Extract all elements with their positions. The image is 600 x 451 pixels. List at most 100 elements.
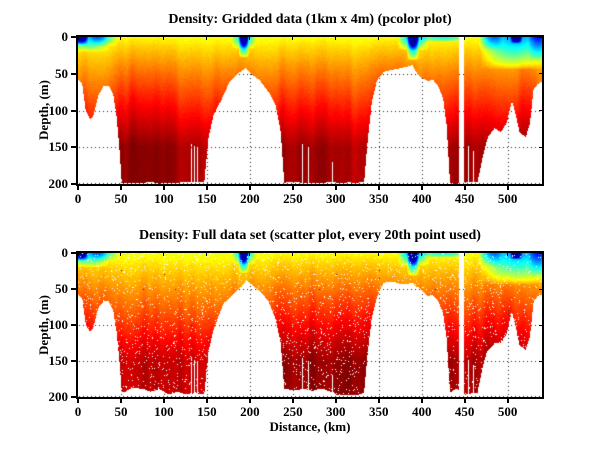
density-field-canvas-1 <box>78 37 542 184</box>
x-tick-label: 100 <box>154 191 174 206</box>
x-tick-mark <box>463 399 466 403</box>
y-tick-label: 200 <box>48 176 69 191</box>
subplot2-xlabel: Distance, (km) <box>269 419 351 434</box>
y-tick-mark <box>71 72 76 75</box>
x-tick-label: 350 <box>368 191 389 206</box>
y-tick-mark <box>71 109 76 112</box>
x-tick-mark <box>420 399 423 403</box>
x-tick-mark <box>506 399 509 403</box>
density-field-canvas-2 <box>78 253 542 397</box>
y-tick-label: 50 <box>55 65 68 81</box>
y-tick-mark <box>71 360 76 362</box>
y-tick-label: 100 <box>48 317 69 332</box>
y-tick-label: 150 <box>48 353 69 368</box>
x-tick-mark-top <box>464 37 466 40</box>
x-tick-mark <box>162 399 165 403</box>
x-tick-mark-top <box>292 253 294 256</box>
x-tick-label: 0 <box>74 404 82 419</box>
y-tick-mark-right <box>539 324 542 326</box>
x-tick-mark-top <box>507 37 509 40</box>
y-tick-mark <box>71 146 76 149</box>
y-tick-mark <box>71 183 76 185</box>
x-tick-mark <box>77 186 79 190</box>
y-tick-mark <box>71 288 76 290</box>
x-tick-mark-top <box>163 253 165 256</box>
y-tick-mark-right <box>539 36 542 38</box>
x-tick-mark-top <box>163 37 165 40</box>
y-tick-mark <box>71 324 76 326</box>
x-tick-mark <box>248 186 251 190</box>
x-tick-label: 300 <box>326 191 346 206</box>
y-tick-mark-right <box>539 110 542 111</box>
y-tick-mark-right <box>539 183 542 185</box>
x-tick-mark-top <box>77 253 79 256</box>
x-tick-label: 50 <box>114 404 128 419</box>
x-tick-mark-top <box>421 253 423 256</box>
y-tick-label: 0 <box>61 245 69 260</box>
x-tick-mark-top <box>292 37 294 40</box>
y-tick-mark-right <box>539 396 542 398</box>
x-tick-label: 150 <box>197 191 217 206</box>
x-tick-mark <box>377 186 380 190</box>
x-tick-label: 450 <box>454 404 475 419</box>
x-tick-mark-top <box>378 37 380 40</box>
x-tick-mark-top <box>378 253 380 256</box>
y-tick-mark-right <box>539 252 542 254</box>
x-tick-label: 300 <box>326 404 346 419</box>
x-tick-mark-top <box>120 37 122 40</box>
x-tick-mark <box>334 399 337 403</box>
x-tick-mark <box>77 399 79 403</box>
x-tick-label: 500 <box>497 404 518 419</box>
x-tick-mark <box>162 186 165 190</box>
x-tick-label: 150 <box>197 404 217 419</box>
x-tick-mark-top <box>120 253 122 256</box>
x-tick-mark <box>420 186 423 190</box>
y-tick-mark-right <box>539 73 542 75</box>
x-tick-label: 350 <box>368 404 389 419</box>
y-tick-label: 50 <box>55 281 68 296</box>
x-tick-mark-top <box>335 37 337 40</box>
x-tick-label: 250 <box>283 191 303 206</box>
x-tick-mark <box>377 399 380 403</box>
x-tick-mark-top <box>507 253 509 256</box>
x-tick-mark-top <box>249 37 251 40</box>
x-tick-label: 200 <box>240 191 260 206</box>
x-tick-mark-top <box>206 37 208 40</box>
x-tick-mark-top <box>464 253 466 256</box>
x-tick-mark-top <box>206 253 208 256</box>
x-tick-mark <box>463 186 466 190</box>
x-tick-mark <box>334 186 337 190</box>
y-tick-label: 150 <box>48 139 69 155</box>
x-tick-label: 200 <box>240 404 260 419</box>
x-tick-mark <box>506 186 509 190</box>
x-tick-mark-top <box>77 37 79 40</box>
x-tick-label: 100 <box>154 404 174 419</box>
x-tick-mark <box>291 186 294 190</box>
x-tick-label: 500 <box>497 191 518 206</box>
x-tick-mark <box>119 399 122 403</box>
y-tick-label: 200 <box>48 389 69 404</box>
y-tick-mark <box>71 252 76 254</box>
x-tick-label: 0 <box>74 191 82 206</box>
x-tick-label: 400 <box>411 191 432 206</box>
x-tick-label: 400 <box>411 404 432 419</box>
x-tick-label: 250 <box>283 404 303 419</box>
subplot1-title: Density: Gridded data (1km x 4m) (pcolor… <box>168 12 452 27</box>
y-tick-label: 0 <box>61 29 69 44</box>
x-tick-mark <box>291 399 294 403</box>
y-tick-mark <box>71 396 76 398</box>
x-tick-label: 50 <box>114 191 128 206</box>
y-tick-mark-right <box>539 146 542 148</box>
x-tick-mark <box>205 186 208 190</box>
x-tick-mark <box>205 399 208 403</box>
y-tick-label: 100 <box>48 102 69 118</box>
x-tick-mark-top <box>335 253 337 256</box>
y-tick-mark-right <box>539 360 542 362</box>
x-tick-mark <box>119 186 122 190</box>
subplot2-title: Density: Full data set (scatter plot, ev… <box>139 228 481 243</box>
x-tick-mark <box>248 399 251 403</box>
x-tick-mark-top <box>421 37 423 40</box>
y-tick-mark <box>71 36 76 38</box>
x-tick-label: 450 <box>454 191 475 206</box>
